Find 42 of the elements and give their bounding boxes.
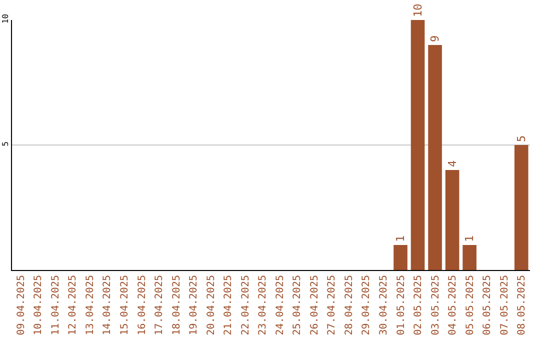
x-tick-label: 09.04.2025 <box>16 275 27 336</box>
x-tick-label: 29.04.2025 <box>361 275 372 336</box>
x-tick-label: 02.05.2025 <box>413 275 424 336</box>
x-tick-label: 10.04.2025 <box>33 275 44 336</box>
x-tick-label: 05.05.2025 <box>464 275 476 336</box>
x-tick-label: 23.04.2025 <box>258 275 269 336</box>
data-label: 10 <box>411 4 424 17</box>
bar <box>394 245 408 270</box>
bar <box>428 45 442 270</box>
data-label: 1 <box>463 235 476 242</box>
x-tick-label: 08.05.2025 <box>516 275 528 336</box>
x-tick-label: 14.04.2025 <box>102 275 114 336</box>
x-tick-label: 24.04.2025 <box>274 275 286 336</box>
x-tick-label: 12.04.2025 <box>68 275 79 336</box>
x-tick-label: 20.04.2025 <box>206 275 217 336</box>
x-tick-label: 01.05.2025 <box>396 275 407 336</box>
data-label: 4 <box>446 160 459 167</box>
x-tick-label: 27.04.2025 <box>326 275 338 336</box>
x-tick-label: 25.04.2025 <box>292 275 304 336</box>
data-label: 1 <box>394 235 407 242</box>
bar <box>445 170 460 270</box>
data-label: 5 <box>514 135 528 142</box>
x-tick-label: 21.04.2025 <box>223 275 234 336</box>
x-tick-label: 17.04.2025 <box>154 275 166 336</box>
x-tick-label: 26.04.2025 <box>309 275 320 336</box>
bar <box>514 145 528 270</box>
x-tick-label: 11.04.2025 <box>50 275 62 336</box>
x-tick-label: 19.04.2025 <box>188 275 200 336</box>
bar <box>410 20 425 270</box>
x-tick-label: 03.05.2025 <box>430 275 442 336</box>
x-tick-label: 13.04.2025 <box>84 275 96 336</box>
x-tick-label: 07.05.2025 <box>499 275 510 336</box>
x-tick-label: 15.04.2025 <box>119 275 130 336</box>
x-tick-label: 28.04.2025 <box>344 275 355 336</box>
x-tick-label: 22.04.2025 <box>240 275 252 336</box>
x-tick-label: 04.05.2025 <box>448 275 459 336</box>
bar <box>462 245 476 270</box>
data-label: 9 <box>428 35 442 42</box>
x-tick-label: 06.05.2025 <box>482 275 494 336</box>
x-tick-label: 18.04.2025 <box>171 275 182 336</box>
x-tick-label: 30.04.2025 <box>378 275 390 336</box>
x-tick-label: 16.04.2025 <box>136 275 148 336</box>
